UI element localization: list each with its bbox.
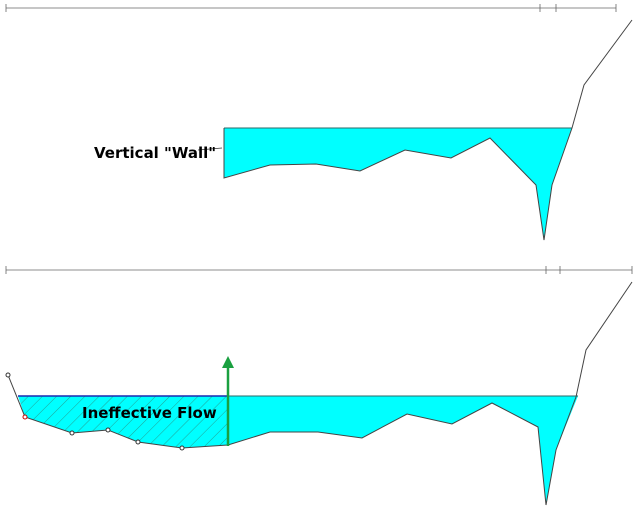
- point: [69, 430, 75, 436]
- ground-profile: [7, 281, 633, 506]
- leader-line: [197, 147, 223, 151]
- point: [5, 372, 11, 378]
- point: [22, 414, 28, 420]
- arrow-head: [222, 356, 234, 368]
- ineffective-label: Ineffective Flow: [82, 404, 217, 422]
- bottom-section: Ineffective Flow: [5, 266, 633, 506]
- point: [105, 427, 111, 433]
- point: [135, 439, 141, 445]
- top-section: Vertical "Wall": [5, 4, 633, 241]
- point: [179, 445, 185, 451]
- ground-profile: [223, 19, 633, 241]
- wall-label: Vertical "Wall": [94, 144, 216, 162]
- water-area: [224, 128, 572, 240]
- ineffective-area: [18, 396, 228, 448]
